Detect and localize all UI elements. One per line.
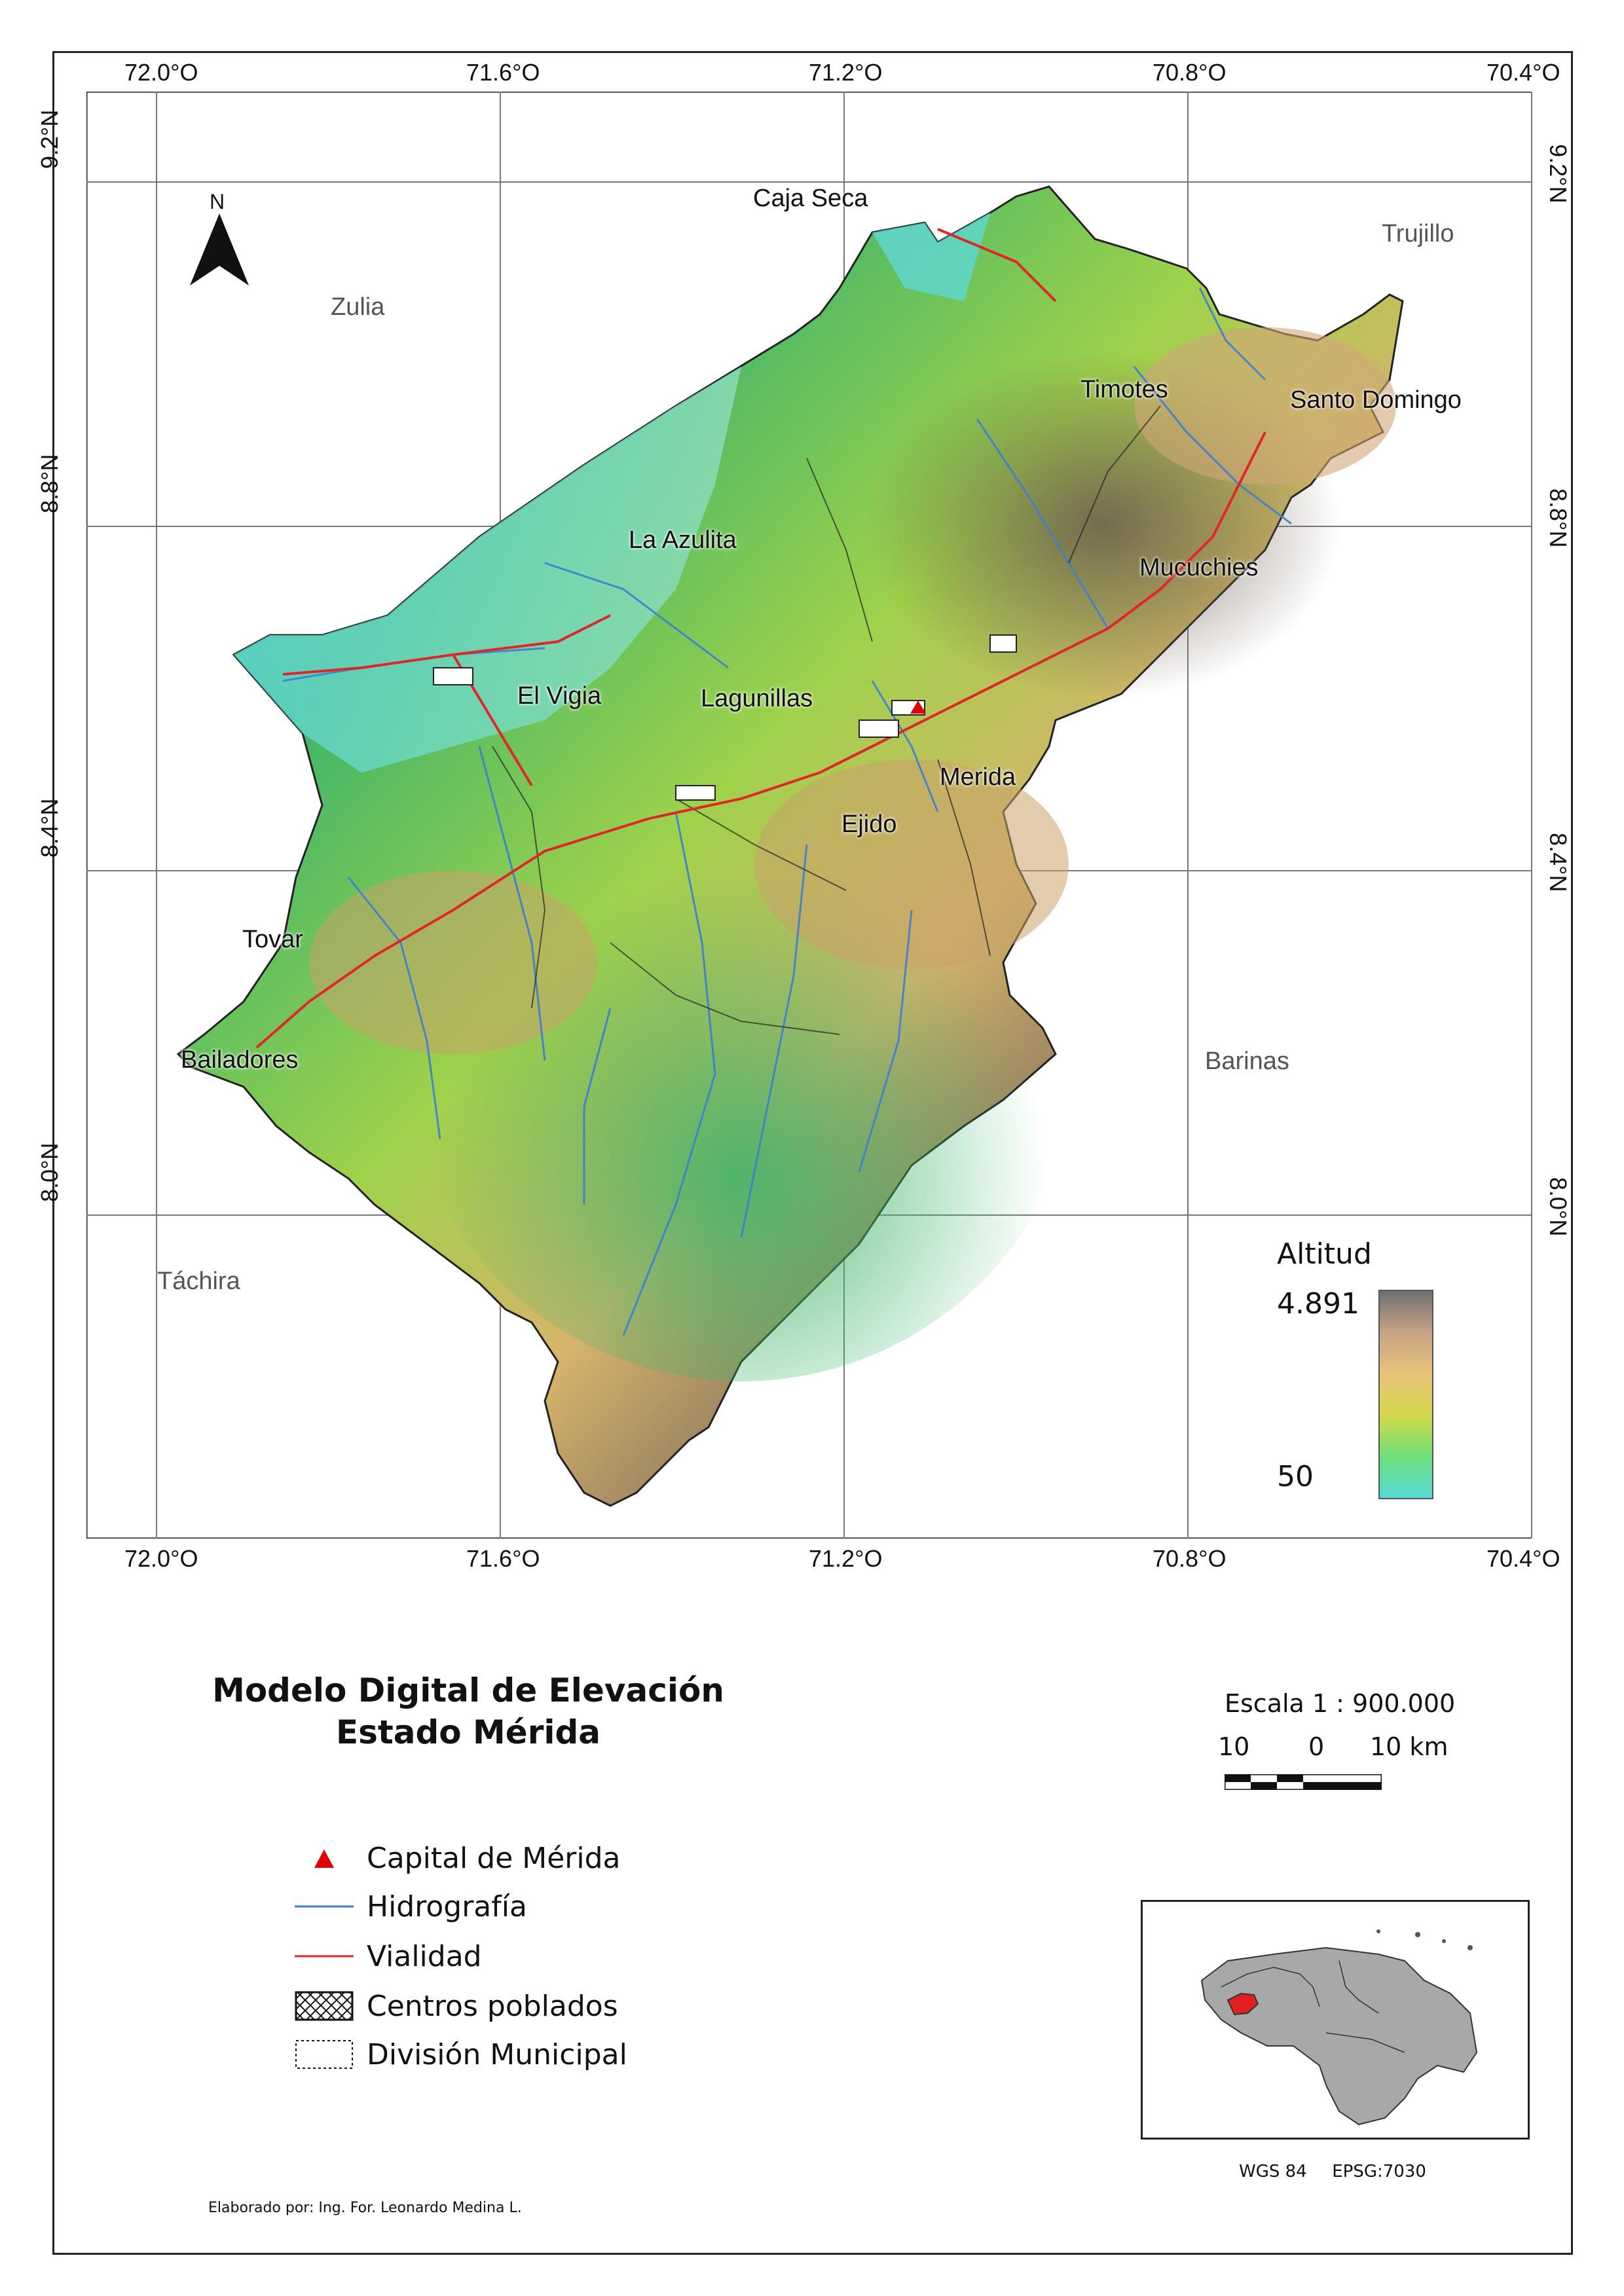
place-label: Mucuchies — [1139, 554, 1259, 581]
lat-label: 9.2°N — [1545, 144, 1572, 204]
legend-label: Centros poblados — [367, 1989, 618, 2023]
lat-label: 8.8°N — [36, 454, 63, 513]
author-credit: Elaborado por: Ing. For. Leonardo Medina… — [208, 2200, 522, 2216]
region-label: Zulia — [331, 293, 385, 321]
lat-label: 8.4°N — [36, 798, 63, 858]
legend-label: División Municipal — [367, 2037, 627, 2071]
lon-label: 72.0°O — [124, 59, 198, 86]
elevation-min: 50 — [1277, 1460, 1314, 1493]
lon-label: 71.6°O — [466, 1545, 540, 1572]
scale-bar: Escala 1 : 900.000 10 0 10 km — [1211, 1689, 1473, 1794]
crs-epsg: EPSG:7030 — [1332, 2162, 1426, 2181]
lat-label: 8.4°N — [1545, 833, 1572, 892]
scale-text: Escala 1 : 900.000 — [1225, 1689, 1456, 1718]
north-arrow-icon — [190, 213, 249, 285]
lon-label: 71.6°O — [466, 59, 540, 86]
legend-label: Capital de Mérida — [367, 1841, 621, 1875]
municipal-boundaries — [492, 405, 1161, 1035]
region-label: Táchira — [157, 1267, 240, 1295]
scale-label: 10 — [1218, 1732, 1250, 1761]
elevation-legend-title: Altitud — [1277, 1237, 1372, 1271]
road-line-icon — [295, 1940, 354, 1973]
scale-label: 10 km — [1370, 1732, 1449, 1761]
place-label: Bailadores — [181, 1046, 299, 1074]
elevation-legend: Altitud 4.891 50 — [1277, 1237, 1460, 1499]
place-label: Merida — [940, 763, 1016, 791]
elevation-max: 4.891 — [1277, 1287, 1359, 1321]
elevation-color-bar — [1378, 1290, 1433, 1499]
place-label: Santo Domingo — [1290, 386, 1462, 414]
place-label: Caja Seca — [753, 185, 868, 212]
legend-item-roads: Vialidad — [295, 1937, 482, 1976]
place-label: El Vigia — [517, 682, 602, 710]
river-line-icon — [295, 1890, 354, 1923]
town-areas — [433, 634, 1017, 801]
rivers — [282, 287, 1292, 1336]
scale-bar-graphic — [1225, 1774, 1382, 1790]
lat-label: 8.0°N — [36, 1142, 63, 1202]
map-title: Modelo Digital de Elevación Estado Mérid… — [157, 1669, 779, 1753]
crs-datum: WGS 84 — [1239, 2162, 1307, 2181]
legend-label: Hidrografía — [367, 1889, 527, 1923]
hatched-box-icon — [295, 1990, 354, 2022]
place-label: Lagunillas — [701, 685, 813, 712]
scale-label: 0 — [1308, 1732, 1325, 1761]
lon-label: 70.4°O — [1486, 59, 1560, 86]
lon-label: 70.8°O — [1153, 1545, 1227, 1572]
dashed-box-icon — [295, 2038, 354, 2071]
lon-label: 71.2°O — [809, 59, 883, 86]
venezuela-inset — [1200, 1929, 1478, 2126]
map-title-line1: Modelo Digital de Elevación — [212, 1671, 724, 1709]
north-arrow: N — [183, 190, 255, 295]
map-frame — [86, 92, 1532, 1539]
region-label: Trujillo — [1382, 220, 1454, 247]
inset-map — [1141, 1900, 1530, 2140]
outer-frame — [52, 51, 1573, 2255]
region-label: Barinas — [1205, 1048, 1289, 1075]
triangle-icon — [295, 1842, 354, 1874]
place-label: Timotes — [1080, 376, 1168, 403]
legend-item-towns: Centros poblados — [295, 1986, 618, 2026]
map-title-line2: Estado Mérida — [335, 1713, 601, 1751]
legend-label: Vialidad — [367, 1939, 482, 1973]
capital-marker — [910, 701, 926, 714]
lon-label: 70.8°O — [1153, 59, 1227, 86]
lat-label: 8.8°N — [1545, 488, 1572, 548]
lat-label: 9.2°N — [36, 109, 63, 169]
lon-label: 70.4°O — [1486, 1545, 1560, 1572]
legend-item-hydro: Hidrografía — [295, 1887, 527, 1926]
lon-label: 71.2°O — [809, 1545, 883, 1572]
legend-item-capital: Capital de Mérida — [295, 1838, 621, 1878]
lon-label: 72.0°O — [124, 1545, 198, 1572]
crs-info: WGS 84 EPSG:7030 — [1239, 2162, 1426, 2181]
legend-item-municipal: División Municipal — [295, 2035, 627, 2074]
merida-state — [176, 185, 1409, 1507]
place-label: Ejido — [841, 811, 897, 838]
north-label: N — [210, 190, 225, 213]
place-label: Tovar — [242, 926, 303, 953]
lat-label: 8.0°N — [1545, 1177, 1572, 1237]
place-label: La Azulita — [629, 526, 737, 554]
